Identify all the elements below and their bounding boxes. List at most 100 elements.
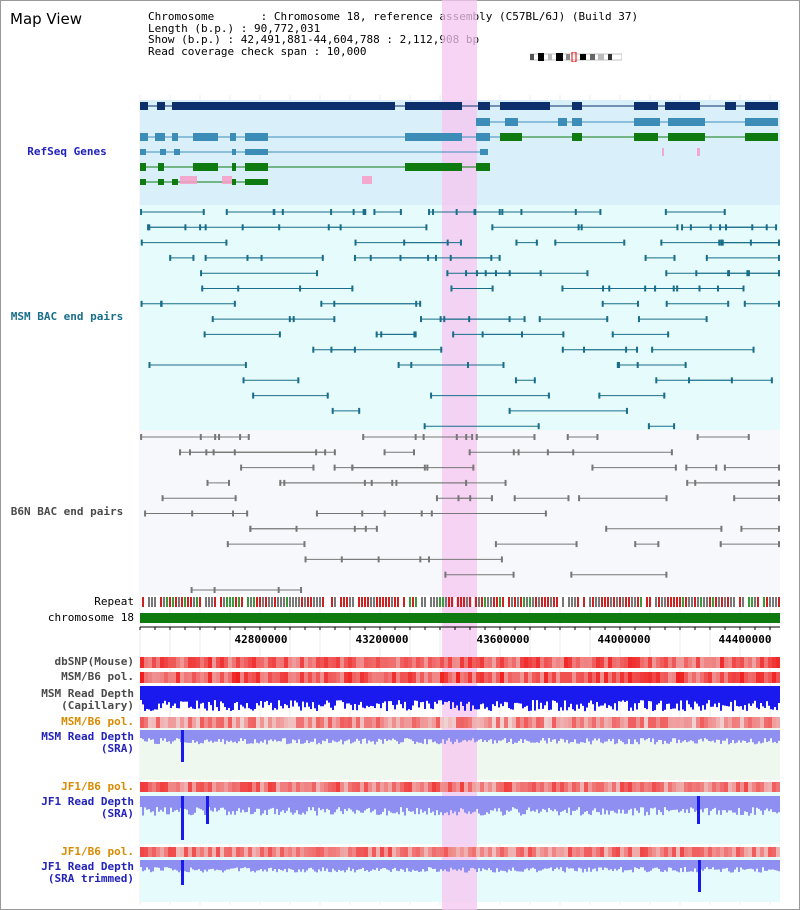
pol-heat-cell (224, 672, 228, 683)
repeat-mark (760, 597, 762, 607)
pol-heat-cell (548, 717, 552, 728)
depth-bar (284, 860, 286, 869)
depth-bar (616, 796, 618, 814)
depth-bar (140, 796, 142, 808)
depth-bar (462, 686, 464, 706)
depth-bar (420, 686, 422, 703)
depth-bar (688, 730, 690, 742)
chromosome-ideogram[interactable] (530, 52, 622, 62)
msm-b6-pol-2-label[interactable]: MSM/B6 pol. (61, 715, 134, 728)
pol-heat-cell (776, 847, 780, 857)
depth-bar (410, 686, 412, 711)
depth-bar (140, 730, 142, 739)
pol-heat-cell (596, 782, 600, 792)
pol-heat-cell (420, 672, 424, 683)
pol-heat-cell (540, 717, 544, 728)
gene-exon (500, 133, 522, 141)
pol-heat-cell (676, 672, 680, 683)
pol-heat-cell (680, 672, 684, 683)
depth-bar (178, 796, 180, 812)
msm-read-depth-capillary-label[interactable]: MSM Read Depth (41, 687, 134, 700)
depth-bar (382, 860, 384, 869)
repeat-mark (334, 597, 336, 607)
depth-bar (146, 686, 148, 710)
depth-bar (176, 686, 178, 709)
pol-heat-cell (712, 657, 716, 668)
depth-bar (526, 860, 528, 869)
depth-bar (638, 860, 640, 870)
refseq-genes-label[interactable]: RefSeq Genes (27, 145, 107, 158)
repeat-mark (403, 597, 405, 607)
depth-bar (362, 730, 364, 740)
jf1-b6-pol-2-label[interactable]: JF1/B6 pol. (61, 845, 134, 858)
depth-bar (520, 730, 522, 739)
depth-bar (386, 796, 388, 816)
depth-bar (768, 686, 770, 706)
depth-bar (338, 730, 340, 742)
repeat-mark (496, 597, 498, 607)
pol-heat-cell (184, 847, 188, 857)
depth-bar (226, 796, 228, 816)
depth-bar (566, 730, 568, 740)
pol-heat-cell (192, 847, 196, 857)
depth-bar (372, 796, 374, 812)
msm-bac-end-pairs-label[interactable]: MSM BAC end pairs (10, 310, 124, 323)
bac-end-mark (598, 392, 601, 399)
depth-bar (442, 796, 444, 816)
pol-heat-cell (612, 717, 616, 728)
depth-bar (396, 686, 398, 705)
pol-heat-cell (700, 672, 704, 683)
bac-end-mark (667, 331, 670, 338)
pol-heat-cell (592, 672, 596, 683)
depth-bar (618, 796, 620, 810)
jf1-read-depth-trimmed-label[interactable]: JF1 Read Depth (41, 860, 134, 873)
depth-bar (366, 686, 368, 706)
repeat-mark (730, 597, 732, 607)
pol-heat-cell (268, 847, 272, 857)
depth-bar (326, 860, 328, 869)
pol-heat-cell (748, 782, 752, 792)
pol-heat-cell (648, 717, 652, 728)
depth-bar (176, 860, 178, 871)
pol-heat-cell (588, 657, 592, 668)
bac-end-mark (373, 209, 376, 215)
pol-heat-cell (344, 782, 348, 792)
pol-heat-cell (756, 657, 760, 668)
b6n-bac-end-pairs-label[interactable]: B6N BAC end pairs (10, 505, 124, 518)
depth-bar (416, 686, 418, 701)
pol-heat-cell (292, 782, 296, 792)
depth-bar (324, 860, 326, 871)
depth-bar (370, 730, 372, 742)
bac-end-mark (354, 239, 357, 246)
depth-bar (340, 730, 342, 740)
msm-read-depth-capillary-sublabel: (Capillary) (61, 699, 134, 712)
pol-heat-cell (692, 847, 696, 857)
msm-read-depth-sra-label[interactable]: MSM Read Depth (41, 730, 134, 743)
depth-bar (714, 730, 716, 743)
depth-bar (700, 796, 702, 810)
pol-heat-cell (148, 657, 152, 668)
pol-heat-cell (768, 782, 772, 792)
depth-bar (442, 686, 444, 705)
depth-bar (708, 686, 710, 701)
dbsnp-label[interactable]: dbSNP(Mouse) (54, 655, 134, 668)
pol-heat-cell (280, 847, 284, 857)
pol-heat-cell (244, 847, 248, 857)
depth-bar (312, 686, 314, 703)
pol-heat-cell (636, 847, 640, 857)
depth-bar (594, 730, 596, 739)
depth-bar (722, 860, 724, 869)
jf1-b6-pol-label[interactable]: JF1/B6 pol. (61, 780, 134, 793)
depth-bar (182, 686, 184, 702)
pol-heat-cell (380, 782, 384, 792)
jf1-read-depth-sra-label[interactable]: JF1 Read Depth (41, 795, 134, 808)
msm-b6-pol-label[interactable]: MSM/B6 pol. (61, 670, 134, 683)
depth-bar (166, 686, 168, 705)
depth-bar (224, 730, 226, 745)
depth-bar (406, 730, 408, 739)
depth-bar (658, 686, 660, 704)
depth-bar (410, 796, 412, 812)
depth-bar (734, 730, 736, 744)
pol-heat-cell (760, 847, 764, 857)
repeat-mark (490, 597, 492, 607)
